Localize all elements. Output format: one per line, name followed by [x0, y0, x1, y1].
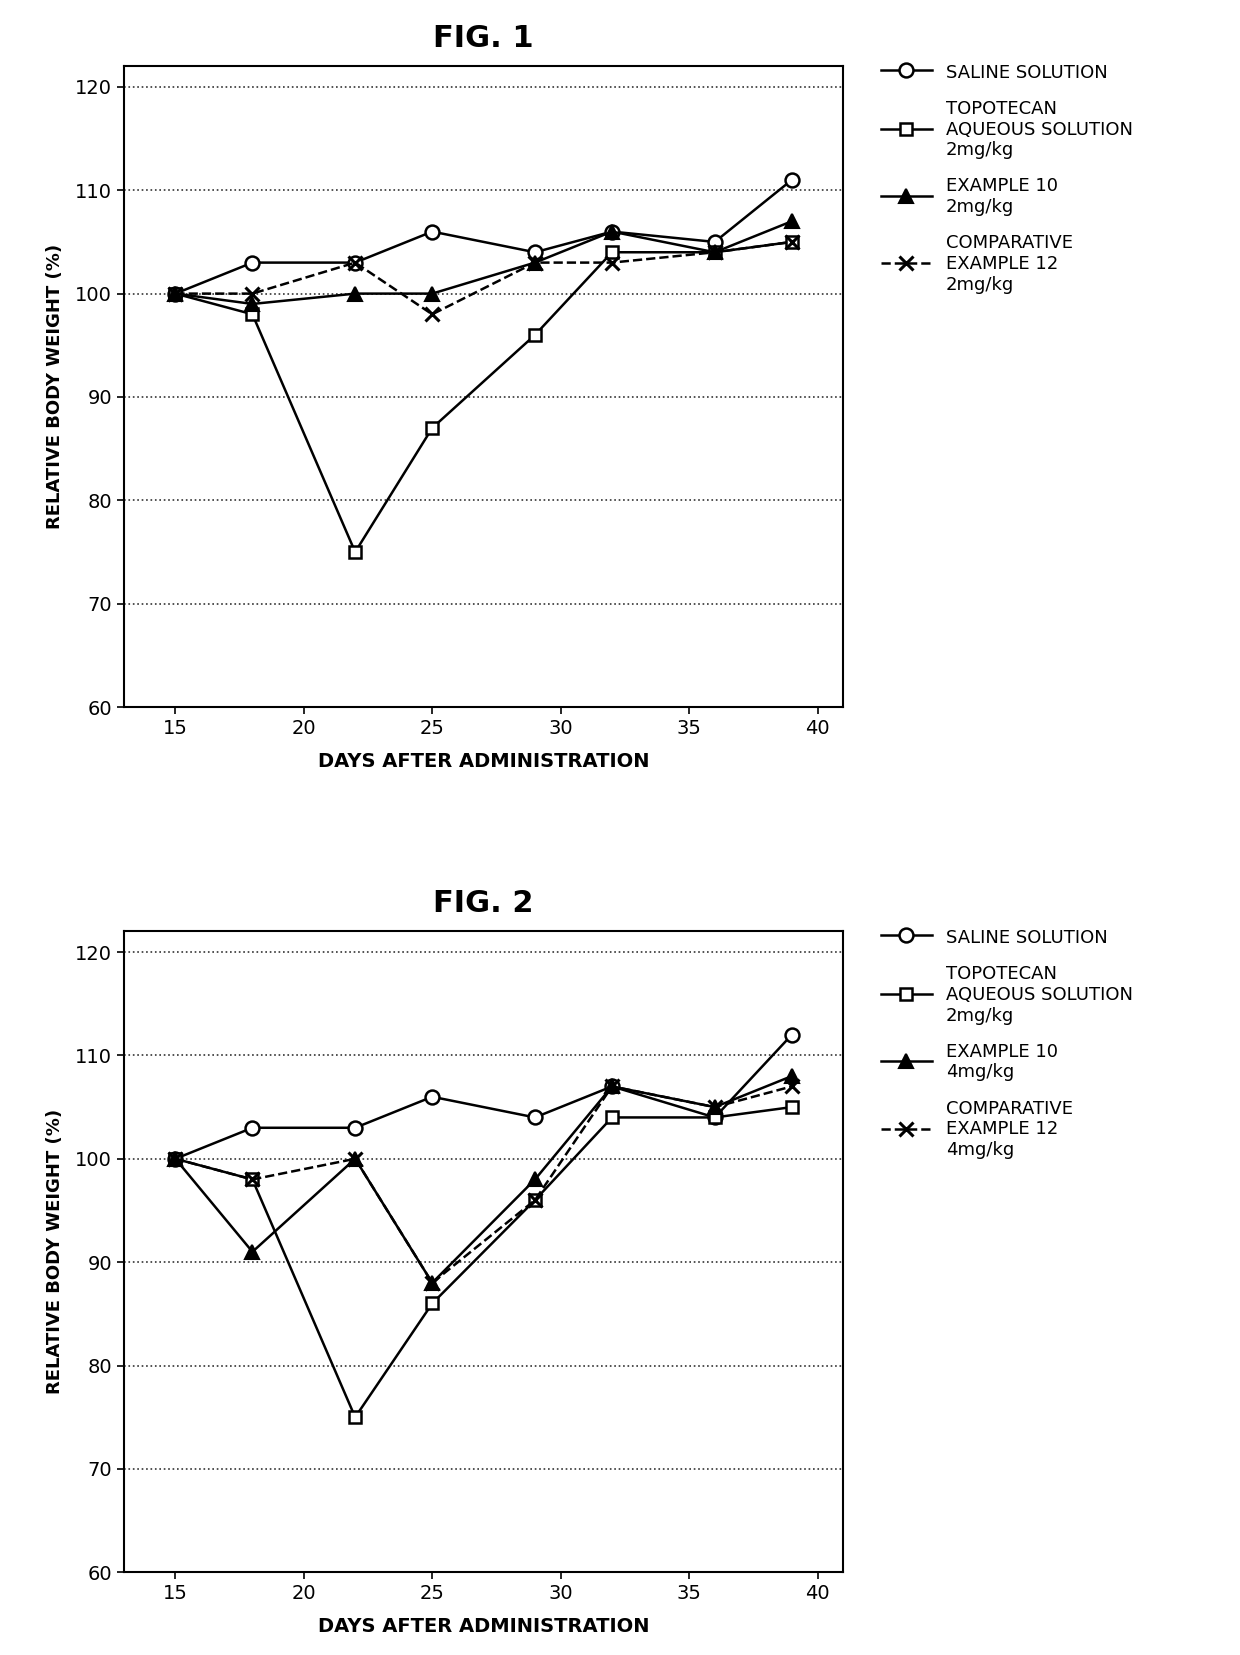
Line: EXAMPLE 10
4mg/kg: EXAMPLE 10 4mg/kg: [169, 1069, 799, 1289]
COMPARATIVE
EXAMPLE 12
2mg/kg: [707, 242, 722, 261]
TOPOTECAN
AQUEOUS SOLUTION
2mg/kg: [605, 1107, 620, 1127]
TOPOTECAN
AQUEOUS SOLUTION
2mg/kg: [527, 324, 542, 344]
TOPOTECAN
AQUEOUS SOLUTION
2mg/kg: [347, 543, 362, 563]
EXAMPLE 10
4mg/kg: [527, 1170, 542, 1190]
Y-axis label: RELATIVE BODY WEIGHT (%): RELATIVE BODY WEIGHT (%): [46, 243, 64, 530]
EXAMPLE 10
4mg/kg: [167, 1149, 182, 1168]
EXAMPLE 10
4mg/kg: [246, 1241, 260, 1261]
SALINE SOLUTION: [785, 1024, 800, 1044]
EXAMPLE 10
4mg/kg: [425, 1273, 440, 1293]
EXAMPLE 10
2mg/kg: [425, 283, 440, 303]
Legend: SALINE SOLUTION, TOPOTECAN
AQUEOUS SOLUTION
2mg/kg, EXAMPLE 10
2mg/kg, COMPARATI: SALINE SOLUTION, TOPOTECAN AQUEOUS SOLUT…: [880, 63, 1133, 295]
TOPOTECAN
AQUEOUS SOLUTION
2mg/kg: [246, 305, 260, 324]
EXAMPLE 10
4mg/kg: [707, 1097, 722, 1117]
COMPARATIVE
EXAMPLE 12
4mg/kg: [785, 1076, 800, 1096]
SALINE SOLUTION: [246, 1117, 260, 1137]
X-axis label: DAYS AFTER ADMINISTRATION: DAYS AFTER ADMINISTRATION: [317, 751, 650, 771]
SALINE SOLUTION: [425, 222, 440, 242]
TOPOTECAN
AQUEOUS SOLUTION
2mg/kg: [347, 1407, 362, 1427]
EXAMPLE 10
2mg/kg: [246, 295, 260, 314]
Line: SALINE SOLUTION: SALINE SOLUTION: [169, 174, 799, 301]
COMPARATIVE
EXAMPLE 12
4mg/kg: [167, 1149, 182, 1168]
COMPARATIVE
EXAMPLE 12
4mg/kg: [527, 1190, 542, 1210]
Title: FIG. 2: FIG. 2: [433, 889, 534, 919]
EXAMPLE 10
2mg/kg: [785, 212, 800, 232]
Line: SALINE SOLUTION: SALINE SOLUTION: [169, 1028, 799, 1165]
COMPARATIVE
EXAMPLE 12
2mg/kg: [246, 283, 260, 303]
Y-axis label: RELATIVE BODY WEIGHT (%): RELATIVE BODY WEIGHT (%): [46, 1109, 64, 1395]
EXAMPLE 10
2mg/kg: [527, 253, 542, 273]
TOPOTECAN
AQUEOUS SOLUTION
2mg/kg: [425, 419, 440, 439]
EXAMPLE 10
4mg/kg: [347, 1149, 362, 1168]
EXAMPLE 10
2mg/kg: [167, 283, 182, 303]
SALINE SOLUTION: [347, 1117, 362, 1137]
SALINE SOLUTION: [785, 170, 800, 190]
COMPARATIVE
EXAMPLE 12
2mg/kg: [425, 305, 440, 324]
SALINE SOLUTION: [425, 1087, 440, 1107]
SALINE SOLUTION: [605, 1076, 620, 1096]
SALINE SOLUTION: [527, 242, 542, 261]
TOPOTECAN
AQUEOUS SOLUTION
2mg/kg: [707, 1107, 722, 1127]
Title: FIG. 1: FIG. 1: [433, 23, 534, 53]
TOPOTECAN
AQUEOUS SOLUTION
2mg/kg: [785, 232, 800, 252]
Line: EXAMPLE 10
2mg/kg: EXAMPLE 10 2mg/kg: [169, 213, 799, 311]
Line: COMPARATIVE
EXAMPLE 12
4mg/kg: COMPARATIVE EXAMPLE 12 4mg/kg: [169, 1079, 799, 1289]
TOPOTECAN
AQUEOUS SOLUTION
2mg/kg: [167, 1149, 182, 1168]
COMPARATIVE
EXAMPLE 12
2mg/kg: [347, 253, 362, 273]
TOPOTECAN
AQUEOUS SOLUTION
2mg/kg: [527, 1190, 542, 1210]
SALINE SOLUTION: [707, 1107, 722, 1127]
SALINE SOLUTION: [347, 253, 362, 273]
COMPARATIVE
EXAMPLE 12
4mg/kg: [707, 1097, 722, 1117]
EXAMPLE 10
2mg/kg: [707, 242, 722, 261]
SALINE SOLUTION: [527, 1107, 542, 1127]
TOPOTECAN
AQUEOUS SOLUTION
2mg/kg: [167, 283, 182, 303]
COMPARATIVE
EXAMPLE 12
2mg/kg: [605, 253, 620, 273]
COMPARATIVE
EXAMPLE 12
4mg/kg: [347, 1149, 362, 1168]
COMPARATIVE
EXAMPLE 12
2mg/kg: [167, 283, 182, 303]
EXAMPLE 10
2mg/kg: [605, 222, 620, 242]
COMPARATIVE
EXAMPLE 12
4mg/kg: [246, 1170, 260, 1190]
Line: TOPOTECAN
AQUEOUS SOLUTION
2mg/kg: TOPOTECAN AQUEOUS SOLUTION 2mg/kg: [169, 235, 799, 558]
SALINE SOLUTION: [707, 232, 722, 252]
COMPARATIVE
EXAMPLE 12
4mg/kg: [605, 1076, 620, 1096]
Line: COMPARATIVE
EXAMPLE 12
2mg/kg: COMPARATIVE EXAMPLE 12 2mg/kg: [169, 235, 799, 321]
Legend: SALINE SOLUTION, TOPOTECAN
AQUEOUS SOLUTION
2mg/kg, EXAMPLE 10
4mg/kg, COMPARATI: SALINE SOLUTION, TOPOTECAN AQUEOUS SOLUT…: [880, 927, 1133, 1158]
Line: TOPOTECAN
AQUEOUS SOLUTION
2mg/kg: TOPOTECAN AQUEOUS SOLUTION 2mg/kg: [169, 1101, 799, 1423]
TOPOTECAN
AQUEOUS SOLUTION
2mg/kg: [425, 1294, 440, 1314]
EXAMPLE 10
4mg/kg: [785, 1066, 800, 1086]
X-axis label: DAYS AFTER ADMINISTRATION: DAYS AFTER ADMINISTRATION: [317, 1617, 650, 1635]
TOPOTECAN
AQUEOUS SOLUTION
2mg/kg: [785, 1097, 800, 1117]
COMPARATIVE
EXAMPLE 12
2mg/kg: [785, 232, 800, 252]
SALINE SOLUTION: [246, 253, 260, 273]
COMPARATIVE
EXAMPLE 12
2mg/kg: [527, 253, 542, 273]
SALINE SOLUTION: [167, 1149, 182, 1168]
EXAMPLE 10
2mg/kg: [347, 283, 362, 303]
SALINE SOLUTION: [605, 222, 620, 242]
EXAMPLE 10
4mg/kg: [605, 1076, 620, 1096]
TOPOTECAN
AQUEOUS SOLUTION
2mg/kg: [246, 1170, 260, 1190]
TOPOTECAN
AQUEOUS SOLUTION
2mg/kg: [605, 242, 620, 261]
COMPARATIVE
EXAMPLE 12
4mg/kg: [425, 1273, 440, 1293]
TOPOTECAN
AQUEOUS SOLUTION
2mg/kg: [707, 242, 722, 261]
SALINE SOLUTION: [167, 283, 182, 303]
